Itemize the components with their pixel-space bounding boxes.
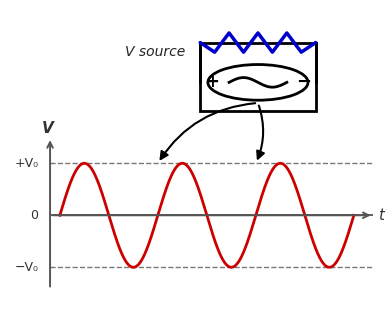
Text: +V₀: +V₀ bbox=[14, 157, 38, 170]
Circle shape bbox=[208, 65, 308, 100]
Text: −: − bbox=[296, 73, 312, 91]
Text: V source: V source bbox=[125, 45, 185, 59]
Text: V: V bbox=[42, 121, 54, 136]
Text: −V₀: −V₀ bbox=[14, 261, 38, 274]
Text: +: + bbox=[205, 73, 219, 91]
Text: 0: 0 bbox=[30, 209, 38, 222]
Text: t: t bbox=[378, 208, 384, 223]
Bar bbox=[200, 42, 316, 111]
